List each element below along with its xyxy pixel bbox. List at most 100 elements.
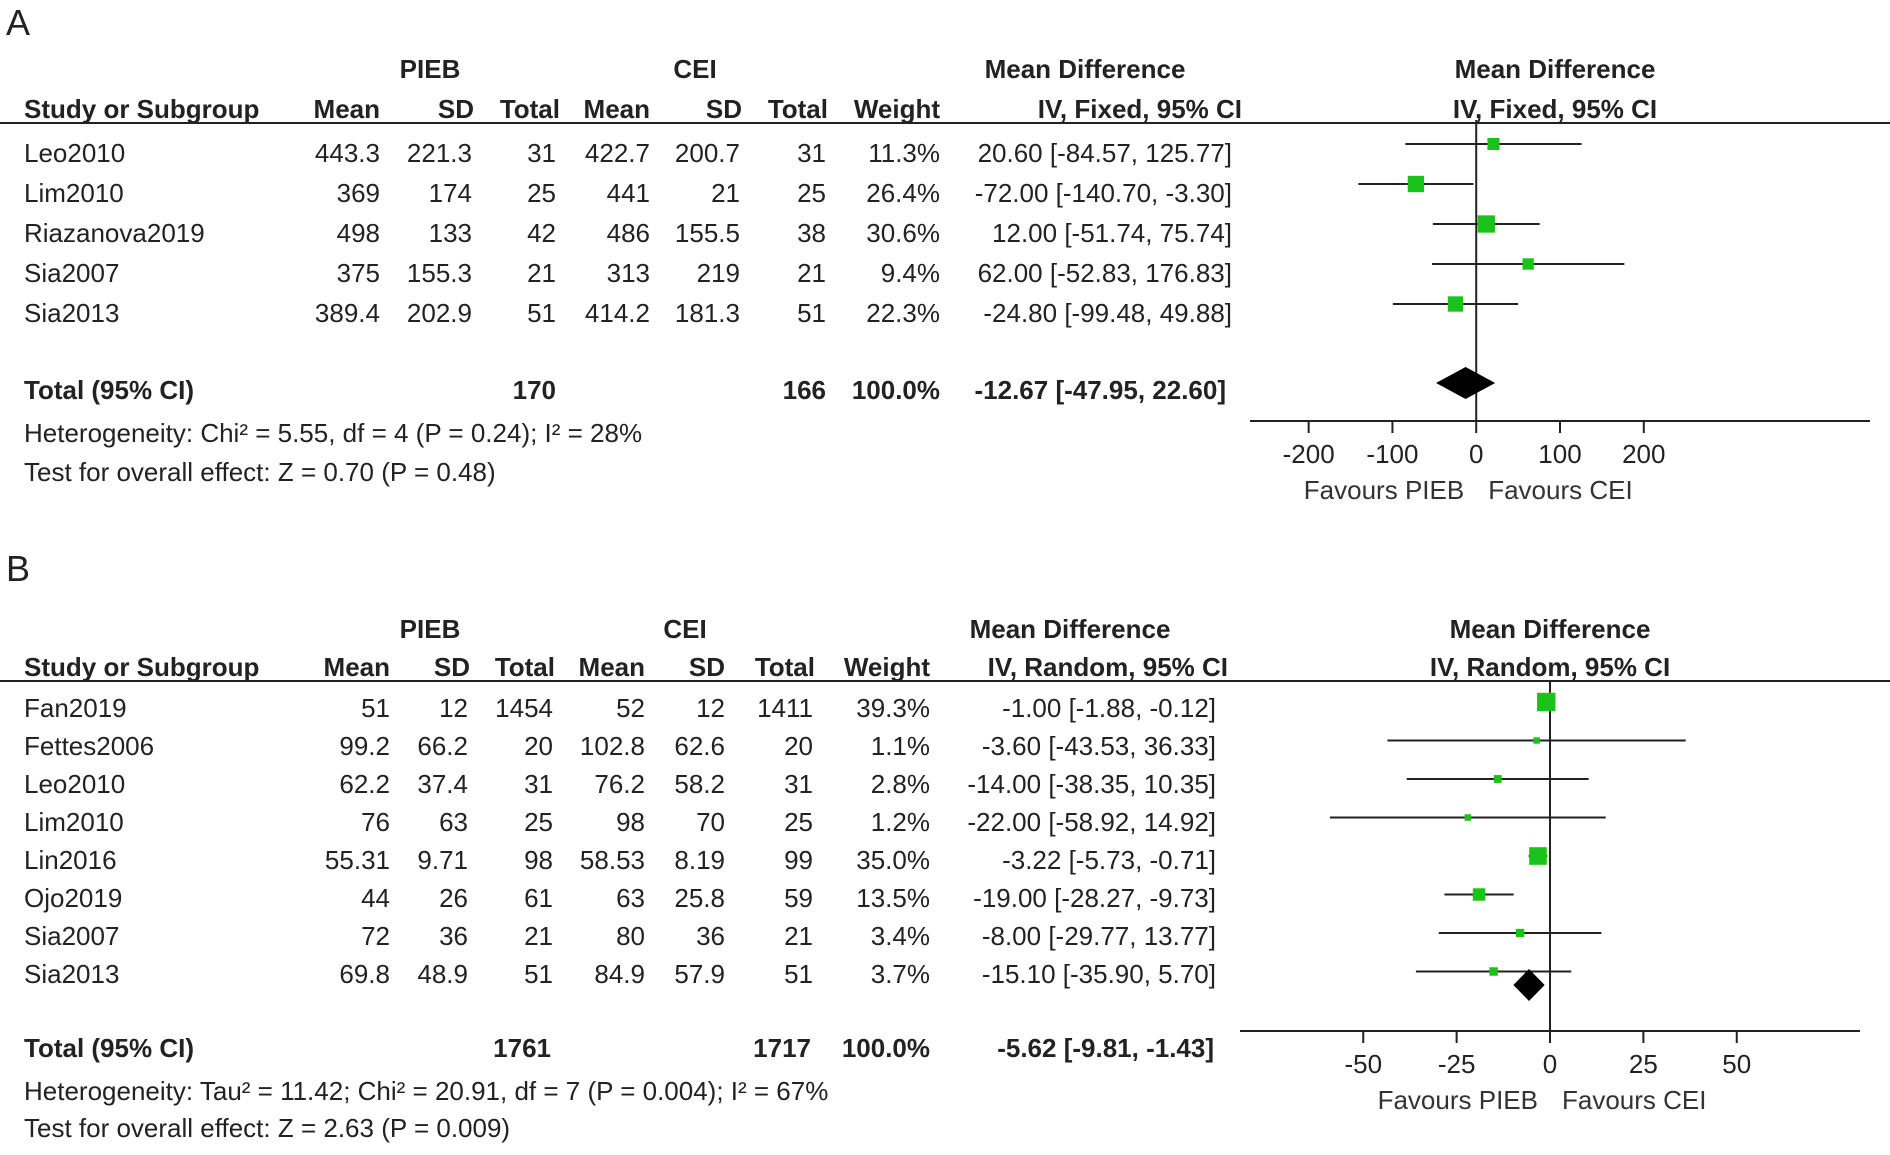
- study-effect-marker: [1522, 258, 1534, 270]
- study-name: Leo2010: [24, 769, 126, 799]
- ci-text: -19.00 [-28.27, -9.73]: [973, 883, 1216, 913]
- study-effect-marker: [1493, 775, 1502, 783]
- column-header-weight: Weight: [843, 652, 930, 682]
- ci-text: 62.00 [-52.83, 176.83]: [977, 258, 1232, 288]
- e-sd: 133: [428, 218, 472, 248]
- e-mean: 498: [336, 218, 380, 248]
- column-header-e-mean: Mean: [313, 94, 380, 124]
- c-mean: 441: [606, 178, 650, 208]
- c-total: 31: [784, 769, 813, 799]
- study-name: Lim2010: [24, 178, 124, 208]
- c-total: 20: [784, 731, 813, 761]
- pooled-effect-diamond: [1513, 969, 1545, 1001]
- study-name: Ojo2019: [24, 883, 123, 913]
- c-mean: 98: [616, 807, 645, 837]
- study-effect-marker: [1529, 847, 1547, 865]
- study-name: Riazanova2019: [24, 218, 205, 248]
- study-effect-marker: [1533, 737, 1540, 744]
- c-mean: 52: [616, 693, 645, 723]
- c-total: 99: [784, 845, 813, 875]
- plot-column-header-ci: IV, Fixed, 95% CI: [1452, 94, 1658, 124]
- e-mean: 443.3: [314, 138, 380, 168]
- c-mean: 76.2: [594, 769, 645, 799]
- heterogeneity-text: Heterogeneity: Tau² = 11.42; Chi² = 20.9…: [24, 1076, 829, 1106]
- c-total: 25: [784, 807, 813, 837]
- e-sd: 174: [428, 178, 472, 208]
- weight: 9.4%: [880, 258, 940, 288]
- effect-header: Mean Difference: [969, 614, 1171, 644]
- e-sd: 36: [439, 921, 468, 951]
- c-total: 25: [797, 178, 826, 208]
- study-effect-marker: [1447, 296, 1464, 312]
- e-mean: 72: [361, 921, 390, 951]
- e-total: 21: [527, 258, 556, 288]
- e-total: 51: [524, 959, 553, 989]
- column-header-study: Study or Subgroup: [24, 94, 260, 124]
- group-label-control: CEI: [663, 614, 707, 644]
- x-tick-label: -200: [1283, 439, 1335, 469]
- c-sd: 200.7: [674, 138, 740, 168]
- effect-header: Mean Difference: [984, 54, 1186, 84]
- column-header-e-mean: Mean: [323, 652, 390, 682]
- x-tick-label: 0: [1469, 439, 1483, 469]
- column-header-e-total: Total: [499, 94, 560, 124]
- ci-text: -15.10 [-35.90, 5.70]: [981, 959, 1216, 989]
- ci-text: -24.80 [-99.48, 49.88]: [983, 298, 1232, 328]
- study-name: Lim2010: [24, 807, 124, 837]
- column-header-study: Study or Subgroup: [24, 652, 260, 682]
- c-total: 1411: [757, 693, 813, 723]
- favours-left-label: Favours PIEB: [1304, 475, 1464, 505]
- e-sd: 221.3: [406, 138, 472, 168]
- ci-text: 12.00 [-51.74, 75.74]: [992, 218, 1232, 248]
- weight: 13.5%: [856, 883, 930, 913]
- column-header-ci: IV, Random, 95% CI: [987, 652, 1228, 682]
- e-mean: 69.8: [339, 959, 390, 989]
- c-mean: 313: [606, 258, 650, 288]
- e-sd: 37.4: [417, 769, 468, 799]
- c-sd: 62.6: [674, 731, 725, 761]
- panel-label: B: [6, 548, 31, 589]
- study-effect-marker: [1464, 814, 1472, 821]
- header-rule: [0, 122, 1890, 124]
- c-sd: 57.9: [674, 959, 725, 989]
- study-name: Lin2016: [24, 845, 117, 875]
- x-tick-label: 100: [1538, 439, 1581, 469]
- column-header-c-sd: SD: [688, 652, 725, 682]
- weight: 35.0%: [856, 845, 930, 875]
- c-total: 31: [797, 138, 826, 168]
- c-total: 21: [784, 921, 813, 951]
- c-sd: 8.19: [674, 845, 725, 875]
- study-name: Sia2013: [24, 959, 120, 989]
- ci-text: 20.60 [-84.57, 125.77]: [977, 138, 1232, 168]
- weight: 22.3%: [866, 298, 940, 328]
- study-name: Fan2019: [24, 693, 127, 723]
- ci-text: -3.60 [-43.53, 36.33]: [981, 731, 1216, 761]
- c-mean: 63: [616, 883, 645, 913]
- study-name: Sia2013: [24, 298, 120, 328]
- ci-text: -22.00 [-58.92, 14.92]: [967, 807, 1216, 837]
- ci-text: -1.00 [-1.88, -0.12]: [1002, 693, 1216, 723]
- e-mean: 375: [336, 258, 380, 288]
- weight: 3.7%: [870, 959, 930, 989]
- e-mean: 369: [336, 178, 380, 208]
- weight: 3.4%: [870, 921, 930, 951]
- x-tick-label: -50: [1344, 1049, 1382, 1079]
- forest-plot-a: -200 -100 0 100 200 Favours PIEB Favours CEI: [1250, 120, 1870, 505]
- e-total: 42: [527, 218, 556, 248]
- e-total: 1454: [495, 693, 553, 723]
- e-total: 51: [527, 298, 556, 328]
- e-sd: 202.9: [406, 298, 472, 328]
- column-header-c-mean: Mean: [578, 652, 645, 682]
- c-mean: 84.9: [594, 959, 645, 989]
- c-mean: 486: [606, 218, 650, 248]
- column-header-ci: IV, Fixed, 95% CI: [1037, 94, 1242, 124]
- c-mean: 422.7: [584, 138, 650, 168]
- total-c-total: 166: [782, 375, 826, 405]
- overall-effect-text: Test for overall effect: Z = 0.70 (P = 0…: [24, 457, 496, 487]
- plot-column-header-ci: IV, Random, 95% CI: [1429, 652, 1671, 682]
- favours-right-label: Favours CEI: [1488, 475, 1633, 505]
- column-header-c-sd: SD: [705, 94, 742, 124]
- e-total: 31: [527, 138, 556, 168]
- weight: 11.3%: [868, 138, 940, 168]
- panel-label: A: [6, 2, 31, 43]
